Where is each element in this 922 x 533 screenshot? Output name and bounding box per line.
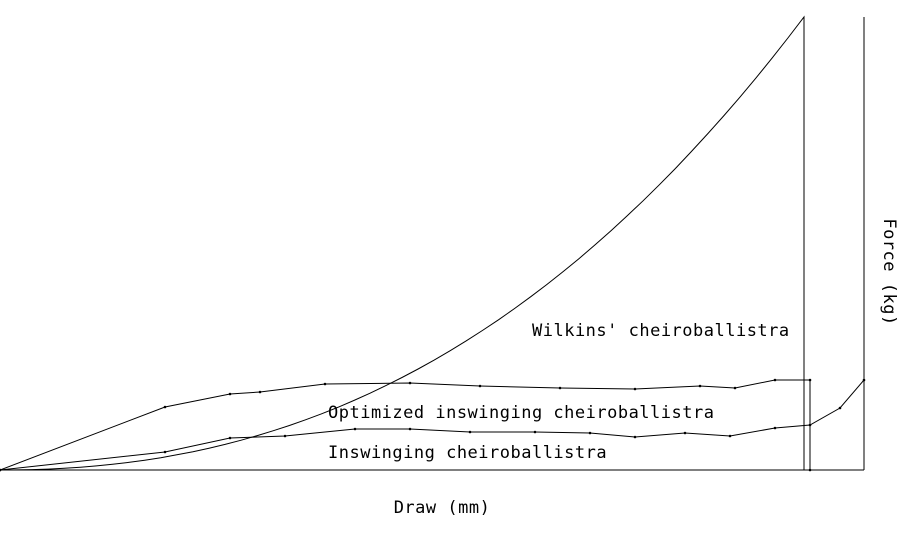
series-line-inswinging-point	[683, 431, 687, 435]
series-line-inswinging-group	[0, 378, 866, 472]
series-label-optimized: Optimized inswinging cheiroballistra	[328, 403, 714, 423]
series-line-optimized	[0, 379, 811, 471]
series-line-inswinging-point	[533, 430, 537, 434]
series-line-optimized-point	[558, 386, 562, 390]
series-line-inswinging-point	[163, 450, 167, 454]
y-axis-label: Force (kg)	[879, 218, 899, 325]
series-line-inswinging-point	[773, 426, 777, 430]
series-line-optimized-point	[633, 387, 637, 391]
series-line-optimized-point	[408, 381, 412, 385]
series-label-inswinging: Inswinging cheiroballistra	[328, 443, 607, 463]
series-line-inswinging-point	[838, 406, 842, 410]
series-line-inswinging-point	[0, 468, 2, 472]
series-line-optimized-point	[163, 405, 167, 409]
series-line-inswinging-point	[408, 427, 412, 431]
series-line-optimized-point	[228, 392, 232, 396]
series-line-inswinging-point	[633, 435, 637, 439]
series-line-optimized-point	[698, 384, 702, 388]
series-line-inswinging-point	[808, 423, 812, 427]
series-line-optimized-point	[323, 382, 327, 386]
series-line-wilkins	[0, 15, 808, 471]
series-line-optimized-point	[733, 386, 737, 390]
series-line-optimized-point	[258, 390, 262, 394]
series-line-inswinging-point	[468, 430, 472, 434]
series-line-optimized-point	[773, 378, 777, 382]
series-line-wilkins-group	[0, 15, 808, 471]
series-layer	[0, 15, 866, 472]
series-line-inswinging-point	[588, 431, 592, 435]
series-line-inswinging	[0, 379, 865, 471]
axes	[0, 17, 865, 471]
series-line-inswinging-point	[228, 436, 232, 440]
series-line-inswinging-point	[728, 434, 732, 438]
series-line-inswinging-point	[862, 378, 866, 382]
series-line-optimized-point	[808, 378, 812, 382]
series-label-wilkins: Wilkins' cheiroballistra	[532, 321, 790, 341]
series-line-inswinging-point	[353, 427, 357, 431]
series-line-optimized-point	[478, 384, 482, 388]
series-line-optimized-point	[808, 468, 812, 472]
series-line-inswinging-point	[283, 434, 287, 438]
x-axis-label: Draw (mm)	[394, 498, 491, 518]
